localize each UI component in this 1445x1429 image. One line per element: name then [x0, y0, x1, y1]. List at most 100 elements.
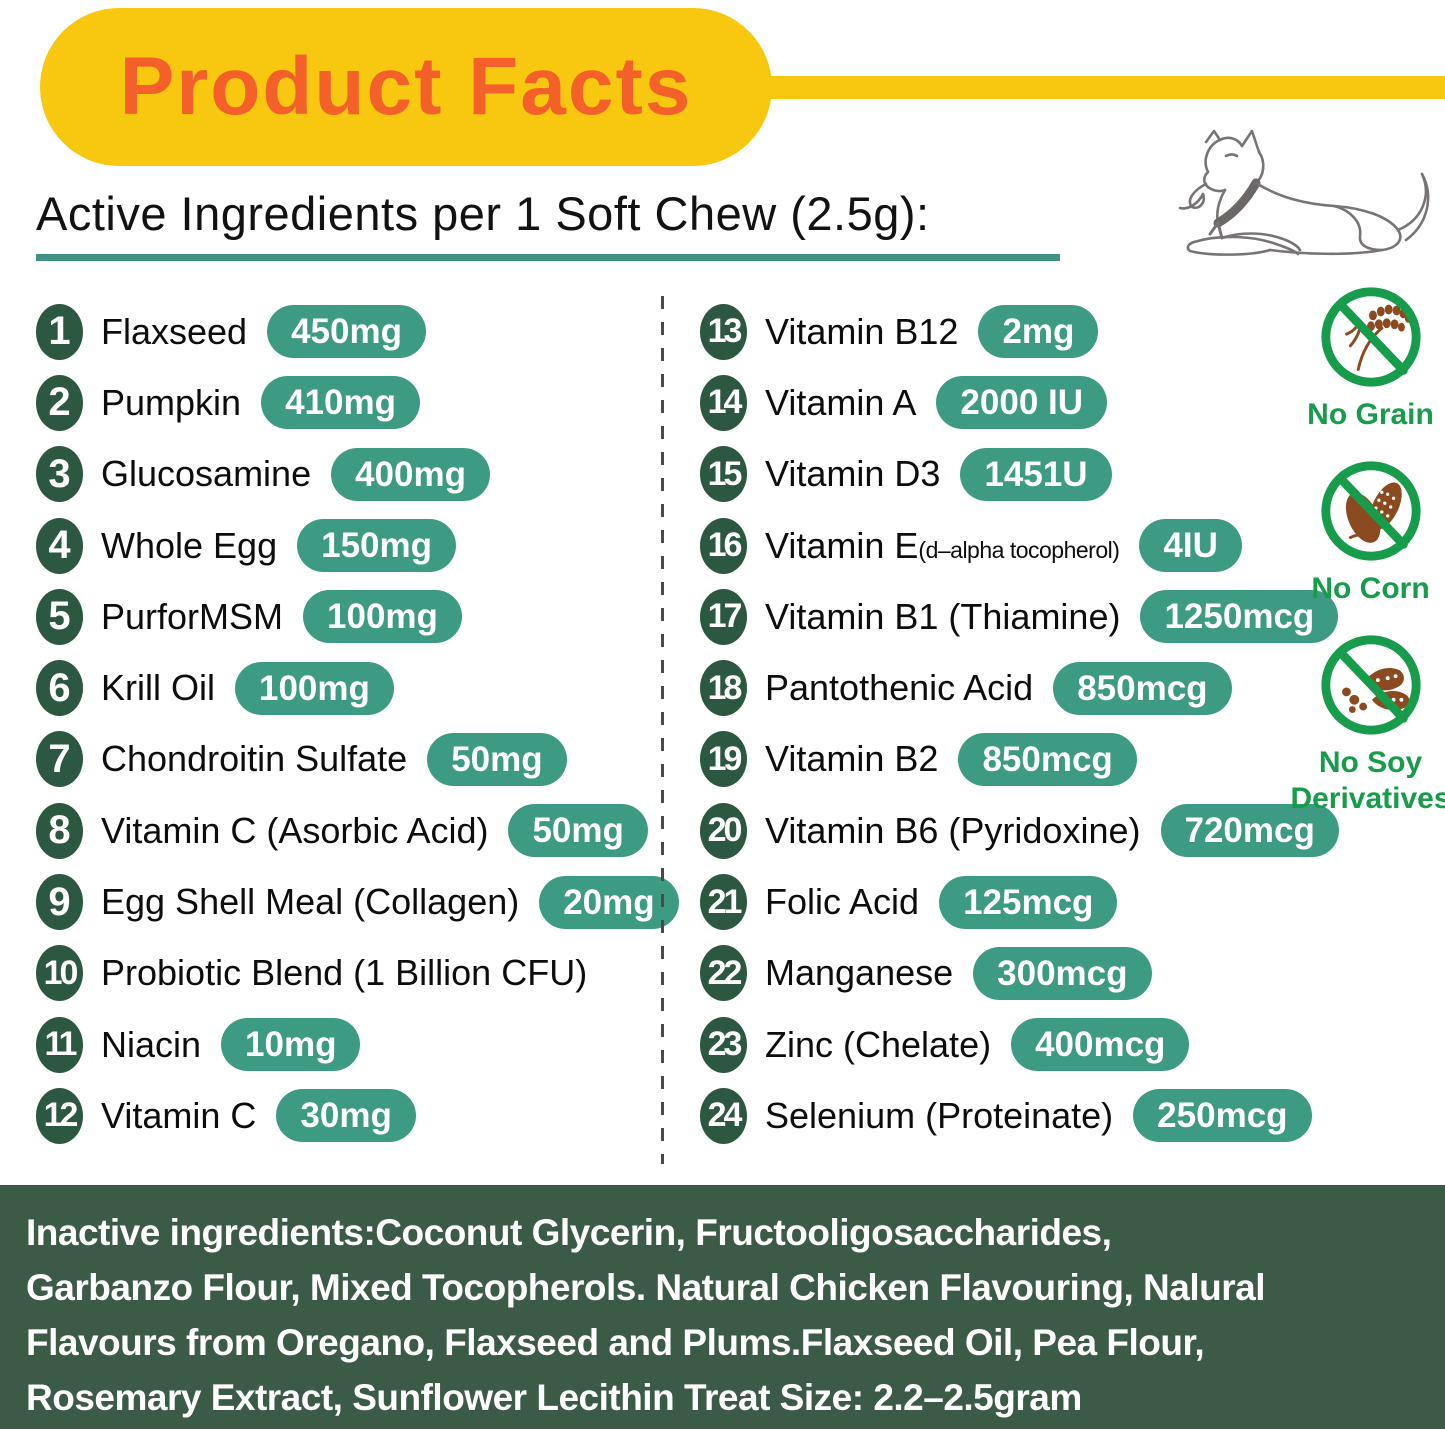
ingredient-row: 12 Vitamin C 30mg [36, 1080, 648, 1151]
ingredient-amount-pill: 4IU [1139, 519, 1242, 573]
ingredient-number-badge: 24 [700, 1087, 747, 1144]
ingredient-row: 3 Glucosamine 400mg [36, 439, 648, 510]
ingredient-name: Vitamin B2 [765, 738, 939, 780]
banner: Product Facts [40, 8, 772, 166]
ingredient-amount-pill: 2000 IU [936, 376, 1108, 430]
ingredient-amount-pill: 300mcg [973, 946, 1152, 1000]
ingredient-number-badge: 1 [36, 303, 83, 360]
ingredient-number-badge: 15 [700, 446, 747, 503]
ingredient-row: 14 Vitamin A 2000 IU [700, 367, 1300, 438]
ingredient-row: 4 Whole Egg 150mg [36, 510, 648, 581]
ingredient-number-badge: 10 [36, 945, 83, 1002]
ingredient-number-badge: 5 [36, 588, 83, 645]
badge-label-no-corn: No Corn [1311, 572, 1430, 605]
ingredient-name: Egg Shell Meal (Collagen) [101, 881, 520, 923]
ingredient-name: Krill Oil [101, 667, 215, 709]
ingredient-row: 18 Pantothenic Acid 850mcg [700, 652, 1300, 723]
ingredient-name: Whole Egg [101, 524, 278, 566]
ingredient-name: Vitamin C [101, 1094, 257, 1136]
banner-title: Product Facts [119, 41, 693, 132]
ingredient-row: 8 Vitamin C (Asorbic Acid) 50mg [36, 795, 648, 866]
ingredient-amount-pill: 400mcg [1011, 1018, 1190, 1072]
ingredient-name: Zinc (Chelate) [765, 1023, 992, 1065]
ingredient-number-badge: 14 [700, 374, 747, 431]
ingredient-amount-pill: 720mcg [1160, 804, 1339, 858]
ingredient-number-badge: 13 [700, 303, 747, 360]
ingredient-number-badge: 22 [700, 945, 747, 1002]
ingredient-amount-pill: 450mg [267, 305, 426, 359]
ingredient-row: 2 Pumpkin 410mg [36, 367, 648, 438]
ingredient-amount-pill: 1250mcg [1140, 590, 1339, 644]
badge-label-no-grain: No Grain [1307, 398, 1434, 431]
ingredient-amount-pill: 1451U [960, 447, 1112, 501]
ingredient-number-badge: 7 [36, 731, 83, 788]
ingredient-row: 10 Probiotic Blend (1 Billion CFU) [36, 938, 648, 1009]
ingredient-amount-pill: 850mcg [1053, 661, 1232, 715]
ingredient-amount-pill: 250mcg [1133, 1089, 1312, 1143]
ingredient-row: 20 Vitamin B6 (Pyridoxine) 720mcg [700, 795, 1339, 866]
ingredient-row: 16 Vitamin E(d–alpha tocopherol) 4IU [700, 510, 1300, 581]
no-corn-icon [1320, 461, 1421, 561]
ingredient-row: 6 Krill Oil 100mg [36, 652, 648, 723]
ingredient-name-detail: (d–alpha tocopherol) [918, 536, 1120, 563]
ingredient-name: Manganese [765, 952, 954, 994]
ingredient-amount-pill: 50mg [508, 804, 648, 858]
ingredient-name: Flaxseed [101, 310, 248, 352]
ingredient-amount-pill: 10mg [221, 1018, 361, 1072]
ingredient-name: Vitamin B12 [765, 310, 959, 352]
ingredients-column-right: 13 Vitamin B12 2mg 14 Vitamin A 2000 IU 15 Vita… [700, 296, 1339, 1152]
inactive-ingredients-line: Inactive ingredients:Coconut Glycerin, F… [26, 1212, 1112, 1253]
ingredient-row: 23 Zinc (Chelate) 400mcg [700, 1009, 1300, 1080]
ingredient-name: Vitamin A [765, 381, 917, 423]
ingredient-number-badge: 21 [700, 874, 747, 931]
inactive-ingredients-panel: Inactive ingredients:Coconut Glycerin, F… [0, 1185, 1445, 1429]
ingredient-name: Folic Acid [765, 881, 920, 923]
ingredient-number-badge: 19 [700, 731, 747, 788]
ingredient-row: 17 Vitamin B1 (Thiamine) 1250mcg [700, 581, 1339, 652]
ingredient-amount-pill: 150mg [297, 519, 457, 573]
ingredient-amount-pill: 20mg [539, 875, 679, 929]
ingredient-amount-pill: 100mg [235, 661, 394, 715]
ingredient-amount-pill: 30mg [276, 1089, 416, 1143]
ingredient-name: Vitamin D3 [765, 453, 941, 495]
banner-line [758, 76, 1445, 99]
ingredient-number-badge: 2 [36, 374, 83, 431]
ingredient-name: Selenium (Proteinate) [765, 1094, 1114, 1136]
ingredient-row: 9 Egg Shell Meal (Collagen) 20mg [36, 866, 679, 937]
ingredient-number-badge: 8 [36, 802, 83, 859]
ingredient-number-badge: 11 [36, 1016, 83, 1073]
ingredient-amount-pill: 400mg [331, 447, 490, 501]
ingredient-number-badge: 4 [36, 517, 83, 574]
ingredient-name: Glucosamine [101, 453, 312, 495]
ingredient-row: 15 Vitamin D3 1451U [700, 439, 1300, 510]
ingredient-amount-pill: 850mcg [958, 732, 1137, 786]
dietary-badges: No Grain No Corn [1283, 283, 1445, 817]
ingredient-number-badge: 18 [700, 660, 747, 717]
ingredient-number-badge: 3 [36, 446, 83, 503]
ingredient-row: 13 Vitamin B12 2mg [700, 296, 1300, 367]
no-grain-icon [1320, 287, 1421, 387]
inactive-ingredients-line: Rosemary Extract, Sunflower Lecithin Tre… [26, 1377, 1082, 1418]
ingredient-row: 21 Folic Acid 125mcg [700, 866, 1300, 937]
ingredient-name: Vitamin E(d–alpha tocopherol) [765, 524, 1120, 566]
header-underline [36, 254, 1060, 261]
ingredient-number-badge: 12 [36, 1087, 83, 1144]
page-title: Active Ingredients per 1 Soft Chew (2.5g… [36, 187, 930, 240]
ingredient-name: PurforMSM [101, 595, 284, 637]
ingredient-number-badge: 23 [700, 1016, 747, 1073]
ingredient-name: Niacin [101, 1023, 202, 1065]
ingredient-amount-pill: 410mg [261, 376, 420, 430]
ingredient-number-badge: 17 [700, 588, 747, 645]
ingredient-number-badge: 9 [36, 874, 83, 931]
ingredient-number-badge: 16 [700, 517, 747, 574]
dog-illustration [1178, 129, 1430, 256]
ingredient-row: 22 Manganese 300mcg [700, 938, 1300, 1009]
ingredient-name: Vitamin C (Asorbic Acid) [101, 809, 489, 851]
ingredient-row: 11 Niacin 10mg [36, 1009, 648, 1080]
inactive-ingredients-line: Flavours from Oregano, Flaxseed and Plum… [26, 1322, 1205, 1363]
ingredient-amount-pill: 100mg [303, 590, 462, 644]
ingredient-name: Vitamin B6 (Pyridoxine) [765, 809, 1141, 851]
ingredient-amount-pill: 50mg [427, 732, 567, 786]
ingredient-amount-pill: 125mcg [939, 875, 1118, 929]
